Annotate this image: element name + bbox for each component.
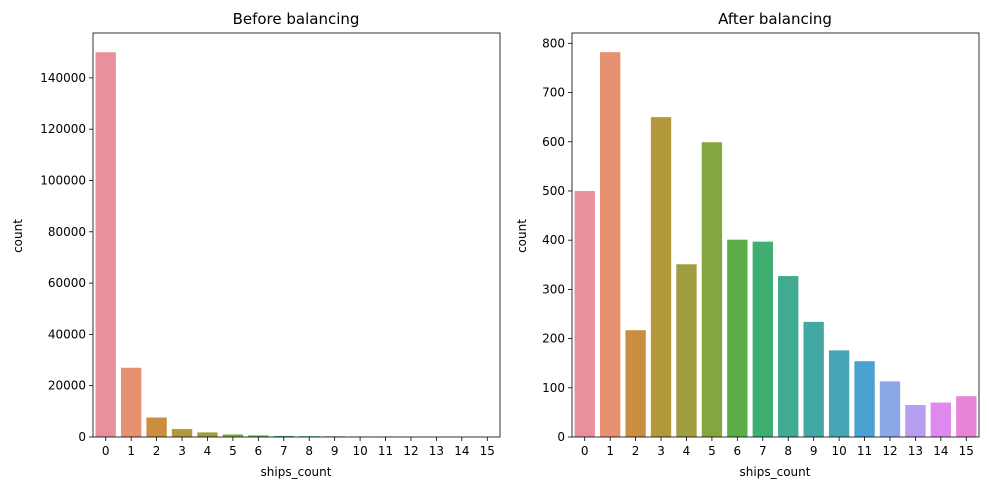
bar-12 [879, 381, 901, 437]
y-tick-label: 300 [542, 282, 565, 296]
x-tick-label: 1 [127, 444, 135, 458]
y-tick-label: 40000 [48, 327, 86, 341]
x-tick-label: 6 [734, 444, 742, 458]
chart-title: Before balancing [233, 10, 360, 28]
bar-0 [95, 52, 116, 438]
y-tick-label: 0 [78, 430, 86, 444]
x-tick-label: 6 [255, 444, 263, 458]
y-axis-label: count [515, 219, 529, 253]
x-tick-label: 1 [606, 444, 614, 458]
x-tick-label: 5 [708, 444, 716, 458]
bar-4 [676, 264, 697, 437]
bar-11 [854, 361, 875, 437]
y-tick-label: 500 [542, 184, 565, 198]
y-tick-label: 100000 [40, 173, 86, 187]
bar-6 [248, 435, 269, 437]
chart-title: After balancing [718, 10, 832, 28]
bar-9 [803, 321, 824, 437]
x-tick-label: 0 [581, 444, 589, 458]
x-tick-label: 13 [908, 444, 923, 458]
bar-5 [222, 434, 244, 437]
bar-3 [171, 429, 193, 437]
x-tick-label: 14 [933, 444, 948, 458]
x-tick-label: 15 [959, 444, 974, 458]
axes-frame [92, 32, 501, 438]
x-tick-label: 12 [403, 444, 418, 458]
x-axis-label: ships_count [261, 465, 332, 479]
y-tick-label: 140000 [40, 71, 86, 85]
y-tick-label: 20000 [48, 379, 86, 393]
y-tick-label: 120000 [40, 122, 86, 136]
bar-2 [625, 330, 646, 437]
x-tick-label: 7 [280, 444, 288, 458]
bar-13 [905, 405, 926, 437]
bar-5 [701, 142, 723, 438]
x-tick-label: 3 [178, 444, 186, 458]
x-tick-label: 4 [683, 444, 691, 458]
x-axis-label: ships_count [740, 465, 811, 479]
y-tick-label: 60000 [48, 276, 86, 290]
y-tick-label: 600 [542, 135, 565, 149]
y-tick-label: 100 [542, 381, 565, 395]
x-tick-label: 12 [882, 444, 897, 458]
x-tick-label: 9 [810, 444, 818, 458]
x-tick-label: 10 [831, 444, 846, 458]
y-tick-label: 800 [542, 36, 565, 50]
x-tick-label: 11 [857, 444, 872, 458]
bar-6 [727, 239, 748, 437]
bar-1 [599, 52, 621, 437]
y-axis-label: count [11, 219, 25, 253]
x-tick-label: 5 [229, 444, 237, 458]
bar-1 [120, 367, 142, 437]
bar-2 [146, 417, 167, 437]
x-tick-label: 3 [657, 444, 665, 458]
bar-7 [273, 435, 294, 437]
y-tick-label: 0 [557, 430, 565, 444]
bar-4 [197, 432, 218, 437]
y-tick-label: 80000 [48, 225, 86, 239]
bar-3 [650, 117, 672, 438]
x-tick-label: 10 [352, 444, 367, 458]
bar-7 [752, 241, 773, 437]
x-tick-label: 2 [632, 444, 640, 458]
axes-frame [571, 32, 980, 438]
x-tick-label: 8 [784, 444, 792, 458]
x-tick-label: 8 [305, 444, 313, 458]
y-tick-label: 700 [542, 86, 565, 100]
y-tick-label: 400 [542, 233, 565, 247]
bar-15 [956, 396, 977, 437]
bar-14 [930, 402, 952, 437]
bar-10 [828, 350, 850, 437]
x-tick-label: 13 [429, 444, 444, 458]
x-tick-label: 14 [454, 444, 469, 458]
bar-0 [574, 190, 595, 437]
x-tick-label: 2 [153, 444, 161, 458]
x-tick-label: 7 [759, 444, 767, 458]
x-tick-label: 9 [331, 444, 339, 458]
x-tick-label: 15 [480, 444, 495, 458]
bar-8 [778, 276, 799, 437]
x-tick-label: 11 [378, 444, 393, 458]
x-tick-label: 4 [204, 444, 212, 458]
x-tick-label: 0 [102, 444, 110, 458]
y-tick-label: 200 [542, 332, 565, 346]
